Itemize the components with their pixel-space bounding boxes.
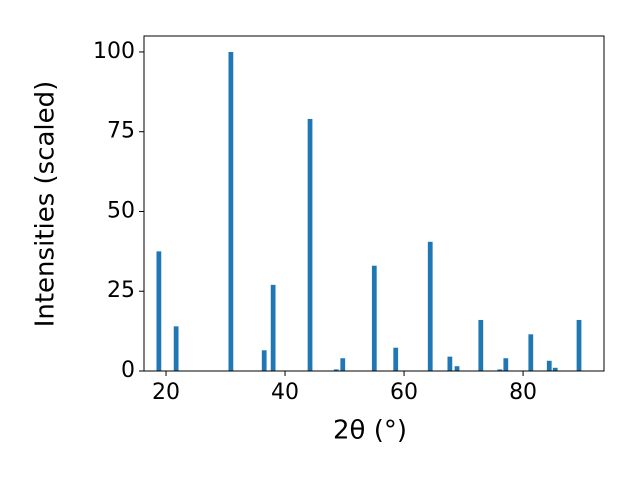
bar: [447, 356, 453, 371]
y-tick-label: 25: [107, 278, 135, 303]
bar: [454, 366, 460, 371]
y-tick-label: 50: [107, 198, 135, 223]
bar: [497, 369, 503, 371]
bar: [478, 319, 484, 371]
plot-frame: [143, 35, 605, 372]
bar: [576, 319, 582, 371]
bar: [546, 360, 552, 371]
x-axis-label: 2θ (°): [333, 416, 407, 446]
bar: [528, 334, 534, 371]
bar: [393, 347, 399, 371]
bar: [427, 241, 433, 371]
x-tick-label: 60: [390, 380, 418, 405]
y-tick-label: 100: [93, 39, 135, 64]
y-tick-label: 75: [107, 119, 135, 144]
bar: [261, 350, 267, 371]
bar: [307, 118, 313, 371]
y-axis-label: Intensities (scaled): [31, 81, 61, 328]
bar: [228, 51, 234, 371]
x-tick-label: 80: [509, 380, 537, 405]
bar: [340, 358, 346, 371]
bar: [173, 326, 179, 371]
bar: [333, 369, 339, 371]
bar: [552, 367, 558, 371]
x-tick-label: 20: [152, 380, 180, 405]
bar: [270, 284, 276, 371]
bar: [503, 358, 509, 371]
x-tick-label: 40: [271, 380, 299, 405]
bar: [371, 265, 377, 371]
bar: [156, 251, 162, 371]
y-tick-label: 0: [121, 358, 135, 383]
